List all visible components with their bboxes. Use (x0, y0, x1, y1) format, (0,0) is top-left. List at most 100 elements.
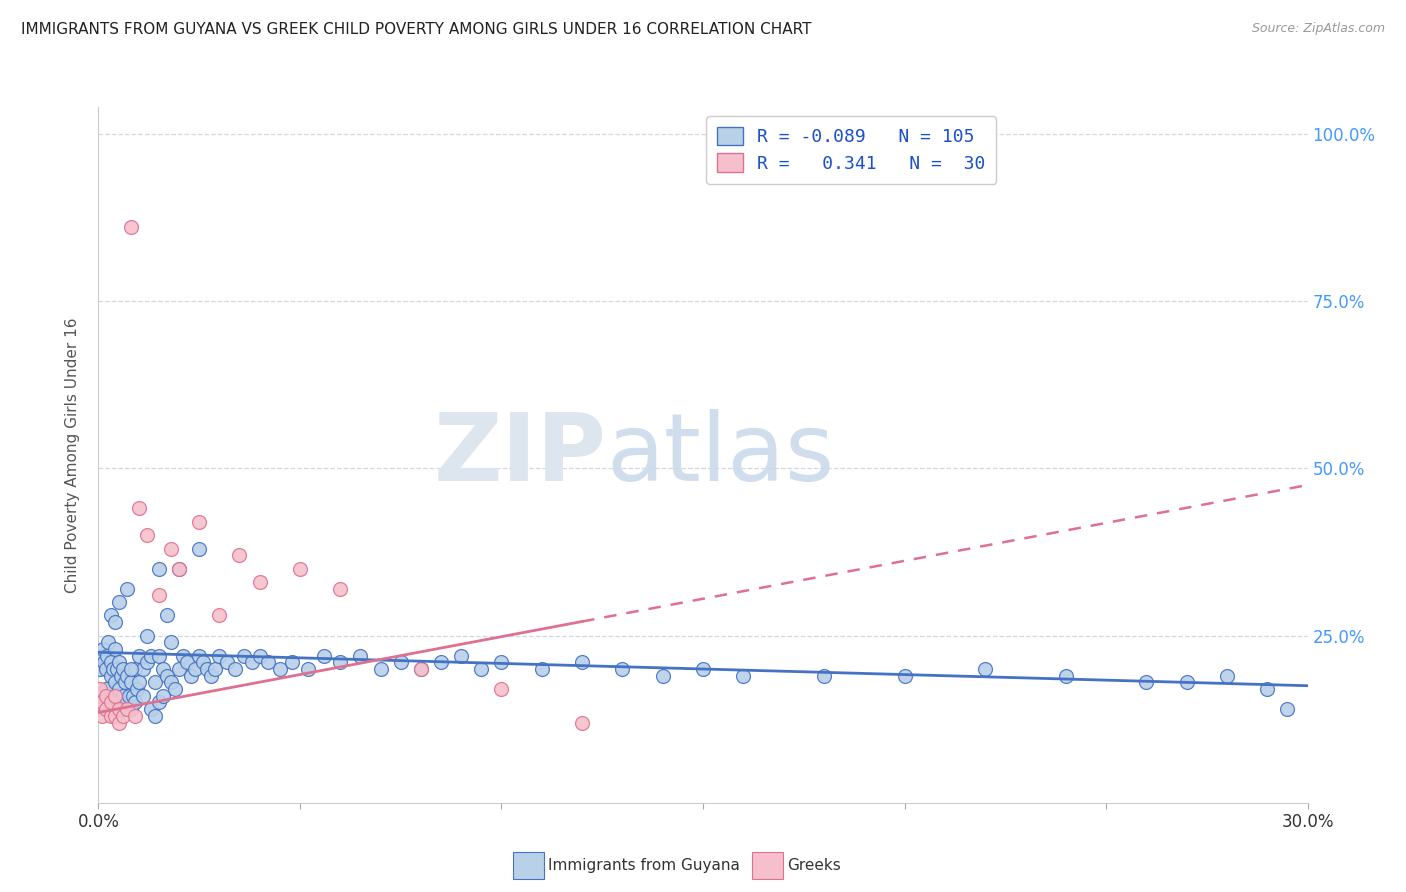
Point (115, 696, 138, 710)
Point (100, 669, 122, 683)
Point (115, 702, 138, 716)
Y-axis label: Child Poverty Among Girls Under 16: Child Poverty Among Girls Under 16 (65, 318, 80, 592)
Point (124, 708, 146, 723)
Point (96, 681, 118, 696)
Point (167, 562, 190, 576)
Point (135, 655, 157, 669)
Point (167, 562, 190, 576)
Point (208, 608, 231, 623)
Point (409, 662, 432, 676)
Point (1277, 702, 1299, 716)
Point (430, 655, 453, 669)
Point (152, 689, 174, 703)
Point (124, 662, 146, 676)
Point (491, 655, 513, 669)
Point (97, 635, 120, 649)
Point (349, 648, 371, 663)
Point (100, 708, 122, 723)
Point (651, 669, 673, 683)
Point (96, 702, 118, 716)
Point (107, 696, 129, 710)
Point (200, 669, 222, 683)
Point (91, 648, 114, 663)
Point (160, 635, 183, 649)
Point (156, 669, 179, 683)
Point (111, 662, 134, 676)
Point (143, 675, 166, 690)
Point (172, 648, 194, 663)
Point (91, 696, 114, 710)
Point (103, 689, 125, 703)
Point (893, 669, 915, 683)
Point (104, 689, 127, 703)
Point (103, 708, 125, 723)
Point (176, 655, 198, 669)
Point (180, 669, 202, 683)
Point (329, 655, 352, 669)
Point (139, 648, 162, 663)
Point (370, 662, 392, 676)
Point (692, 662, 714, 676)
Point (135, 528, 157, 542)
Point (96, 648, 118, 663)
Point (101, 662, 124, 676)
Point (188, 515, 211, 529)
Point (1054, 669, 1077, 683)
Point (103, 615, 125, 630)
Point (329, 582, 352, 596)
Point (288, 562, 311, 576)
Point (93, 655, 115, 669)
Point (195, 662, 218, 676)
Point (100, 608, 122, 623)
Point (733, 669, 755, 683)
Point (100, 696, 122, 710)
Point (120, 220, 142, 235)
Point (115, 669, 138, 683)
Text: Source: ZipAtlas.com: Source: ZipAtlas.com (1251, 22, 1385, 36)
Point (125, 681, 148, 696)
Point (389, 655, 412, 669)
Point (148, 562, 170, 576)
Point (132, 689, 155, 703)
Point (571, 655, 593, 669)
Point (91, 708, 114, 723)
Point (571, 715, 593, 730)
Point (1256, 681, 1278, 696)
Point (470, 662, 492, 676)
Point (89, 662, 111, 676)
Point (281, 655, 304, 669)
Point (148, 696, 170, 710)
Point (208, 648, 231, 663)
Point (107, 681, 129, 696)
Point (115, 582, 138, 596)
Point (105, 662, 128, 676)
Point (143, 708, 166, 723)
Point (249, 648, 271, 663)
Point (193, 655, 215, 669)
Point (148, 648, 170, 663)
Text: IMMIGRANTS FROM GUYANA VS GREEK CHILD POVERTY AMONG GIRLS UNDER 16 CORRELATION C: IMMIGRANTS FROM GUYANA VS GREEK CHILD PO… (21, 22, 811, 37)
Point (120, 662, 142, 676)
Point (100, 696, 122, 710)
Point (121, 689, 143, 703)
Text: Greeks: Greeks (787, 858, 841, 872)
Point (139, 702, 162, 716)
Point (107, 595, 129, 609)
Point (111, 702, 134, 716)
Point (228, 548, 250, 563)
Point (491, 681, 513, 696)
Point (204, 662, 226, 676)
Point (128, 648, 150, 663)
Point (269, 662, 291, 676)
Point (297, 662, 319, 676)
Point (240, 655, 263, 669)
Point (160, 541, 183, 556)
Point (256, 655, 278, 669)
Point (530, 662, 553, 676)
Point (132, 662, 155, 676)
Point (232, 648, 254, 663)
Point (167, 662, 190, 676)
Point (111, 708, 134, 723)
Point (103, 675, 125, 690)
Point (450, 648, 472, 663)
